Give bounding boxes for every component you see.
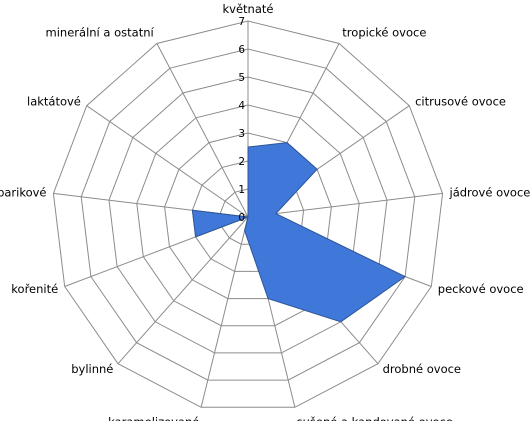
category-label: karamelizované (108, 415, 199, 421)
grid-ring (52, 20, 444, 408)
category-label: peckové ovoce (438, 282, 524, 296)
grid-ring (80, 48, 416, 381)
category-label: sušené a kandované ovoce (297, 415, 453, 421)
axis-spoke (86, 105, 249, 218)
axis-spoke (200, 216, 249, 408)
category-label: bylinné (71, 362, 113, 376)
tick-label: 7 (238, 16, 245, 28)
tick-label: 3 (238, 128, 245, 140)
category-label: citrusové ovoce (415, 95, 506, 109)
tick-label: 5 (238, 72, 245, 84)
tick-label: 4 (238, 100, 245, 112)
category-label: minerální a ostatní (46, 25, 155, 39)
grid-ring (136, 104, 360, 327)
category-label: laktátové (27, 95, 81, 109)
tick-label: 2 (238, 156, 245, 168)
series-area (191, 142, 407, 323)
category-label: kořenité (11, 282, 58, 296)
tick-label: 6 (238, 44, 245, 56)
axis-spoke (156, 43, 249, 218)
grid-ring (108, 76, 388, 354)
category-label: drobné ovoce (383, 362, 461, 376)
category-label: barikové (0, 186, 47, 200)
axis-spoke (117, 216, 249, 365)
category-label: jádrové ovoce (449, 186, 531, 200)
tick-label: 0 (238, 212, 245, 224)
category-label: tropické ovoce (342, 25, 426, 39)
category-label: květnaté (223, 2, 274, 16)
grid-ring (164, 132, 332, 300)
tick-label: 1 (238, 184, 245, 196)
tick-labels: 0 1 2 3 4 5 6 7 (238, 16, 245, 224)
axis-spoke (247, 192, 443, 218)
